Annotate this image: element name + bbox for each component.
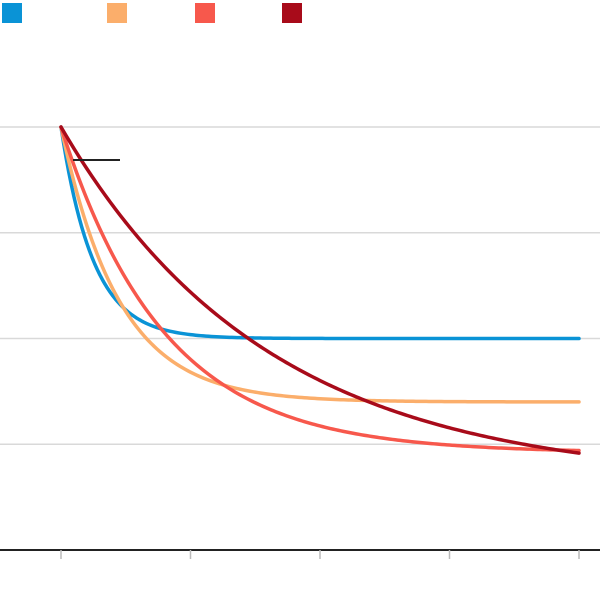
series-line-1 — [59, 125, 581, 341]
legend-swatch-series-1 — [2, 3, 22, 23]
series-line-2 — [59, 125, 581, 404]
chart-legend — [0, 0, 600, 30]
x-axis — [0, 549, 600, 559]
series-lines — [59, 125, 581, 455]
legend-swatch-series-4 — [282, 3, 302, 23]
legend-item-series-1 — [2, 3, 28, 23]
series-line-4 — [59, 125, 581, 455]
legend-swatch-series-3 — [195, 3, 215, 23]
legend-item-series-2 — [107, 3, 133, 23]
series-line-3 — [59, 125, 581, 453]
legend-swatch-series-2 — [107, 3, 127, 23]
legend-item-series-3 — [195, 3, 221, 23]
legend-item-series-4 — [282, 3, 308, 23]
